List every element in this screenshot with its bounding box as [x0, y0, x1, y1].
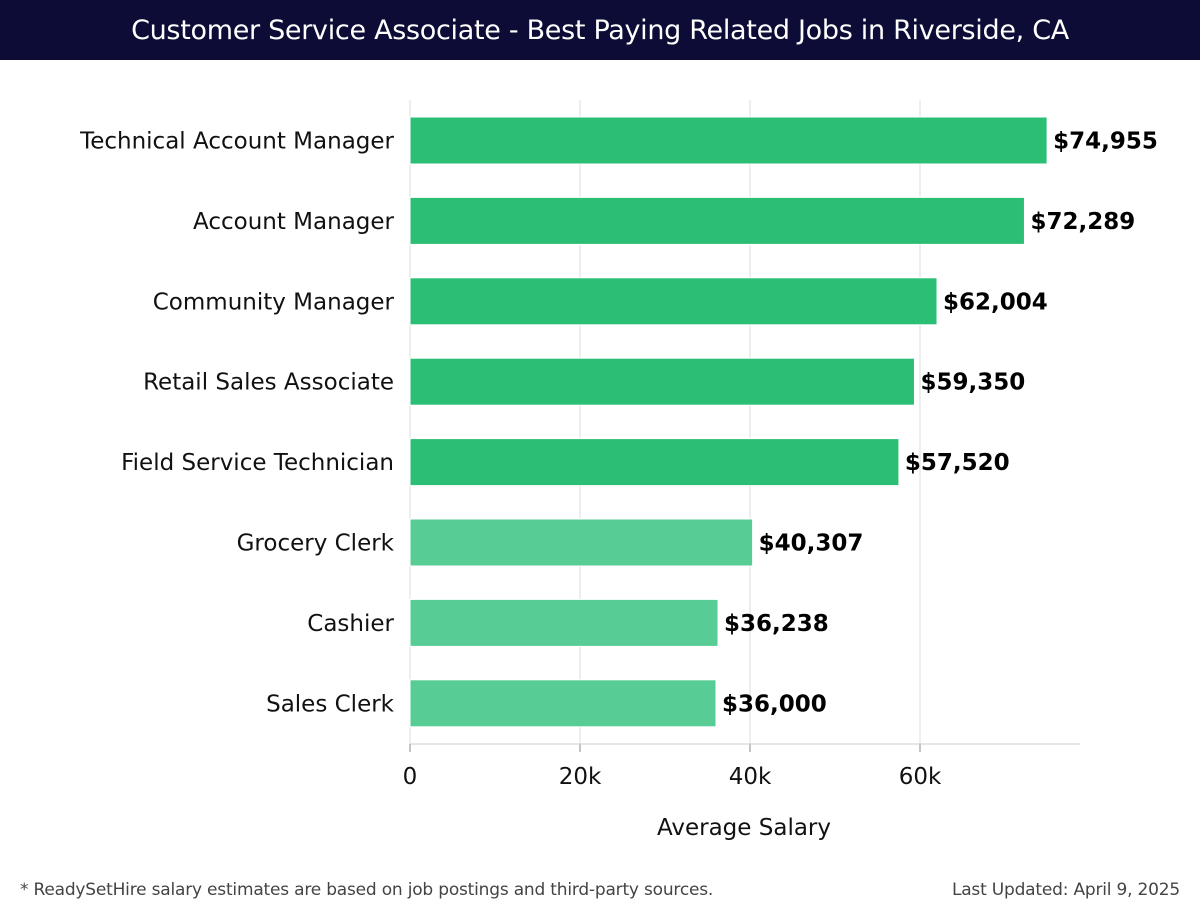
bar — [409, 116, 1048, 165]
last-updated: Last Updated: April 9, 2025 — [951, 880, 1180, 900]
bar — [409, 438, 900, 487]
value-label: $74,955 — [1053, 129, 1158, 155]
grid-lines — [409, 100, 921, 744]
category-label: Account Manager — [193, 209, 395, 235]
bar — [409, 196, 1025, 245]
category-label: Community Manager — [153, 289, 395, 315]
bar — [409, 679, 717, 728]
bar — [409, 598, 719, 647]
x-tick-label: 60k — [899, 764, 942, 790]
x-axis-label: Average Salary — [657, 815, 831, 841]
category-label: Cashier — [307, 611, 394, 637]
value-label: $36,000 — [722, 691, 827, 717]
value-label: $62,004 — [943, 289, 1048, 315]
value-labels: $74,955 $72,289 $62,004 $59,350 $57,520 $40,3… — [722, 129, 1158, 718]
footer-note: * ReadySetHire salary estimates are base… — [20, 880, 714, 900]
bar — [409, 357, 915, 406]
x-tick-label: 20k — [559, 764, 602, 790]
value-label: $40,307 — [759, 531, 864, 557]
category-label: Field Service Technician — [121, 450, 394, 476]
category-label: Grocery Clerk — [237, 531, 395, 557]
category-label: Technical Account Manager — [79, 129, 394, 155]
value-label: $36,238 — [724, 611, 829, 637]
x-tick-label: 40k — [729, 764, 772, 790]
value-label: $57,520 — [905, 450, 1010, 476]
bars — [409, 116, 1048, 728]
chart-title: Customer Service Associate - Best Paying… — [0, 0, 1200, 60]
bar — [409, 277, 938, 326]
category-label: Retail Sales Associate — [143, 370, 394, 396]
category-label: Sales Clerk — [266, 691, 395, 717]
value-label: $72,289 — [1030, 209, 1135, 235]
value-label: $59,350 — [920, 370, 1025, 396]
category-labels: Technical Account Manager Account Manager… — [79, 129, 395, 718]
x-axis: 0 20k 40k 60k — [403, 743, 1080, 790]
bar — [409, 518, 754, 567]
x-tick-label: 0 — [403, 764, 418, 790]
